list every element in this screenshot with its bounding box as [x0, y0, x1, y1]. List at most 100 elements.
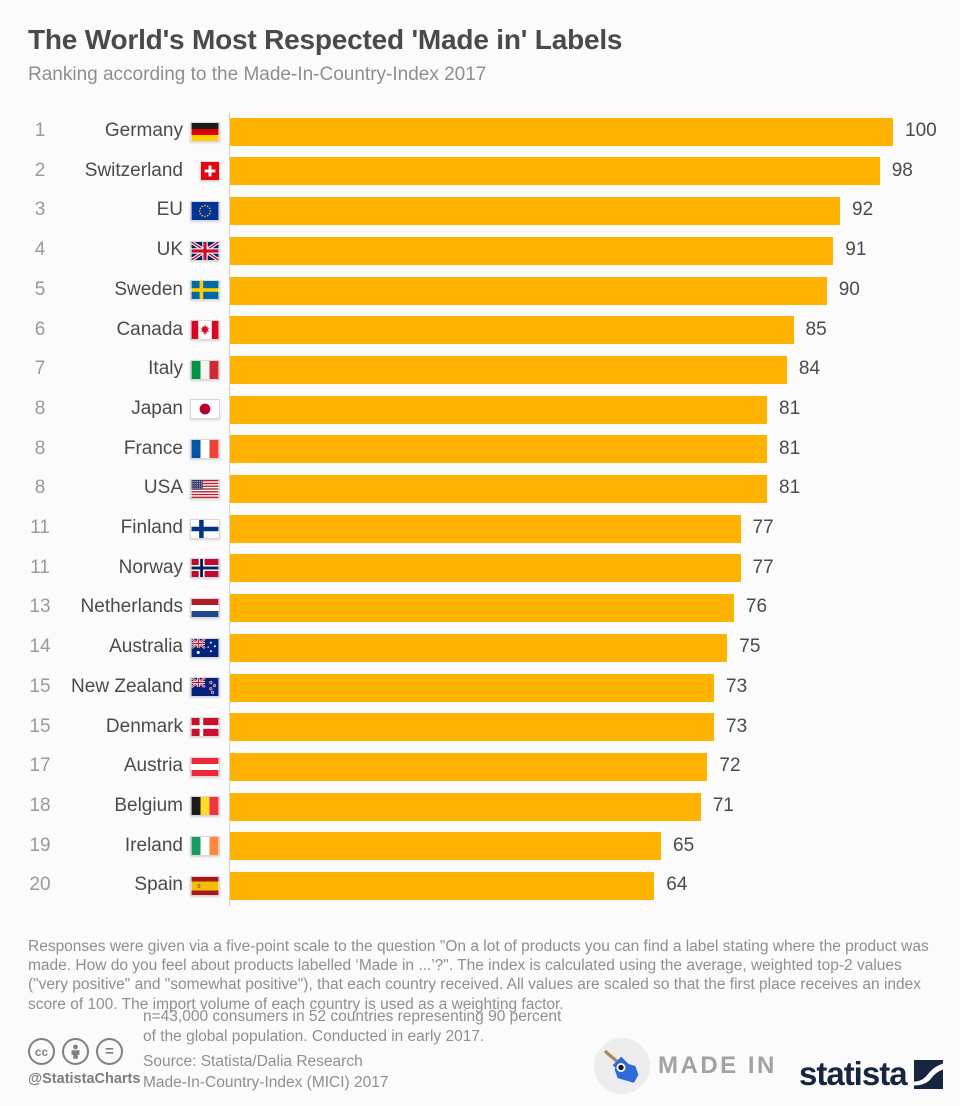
- chart-row: 13 Netherlands 76: [0, 588, 960, 628]
- country-label: Japan: [131, 397, 183, 419]
- rank-label: 17: [29, 755, 51, 777]
- value-bar: [230, 197, 840, 226]
- value-label: 81: [779, 437, 801, 459]
- flag-usa-icon: [190, 478, 220, 499]
- value-bar: [230, 514, 741, 543]
- flag-denmark-icon: [190, 717, 220, 737]
- flag-eu-icon: [190, 200, 220, 221]
- price-tag-icon: [594, 1038, 650, 1094]
- flag-belgium-icon: [190, 796, 220, 817]
- statista-swoosh-icon: [913, 1059, 943, 1089]
- value-bar: [230, 594, 734, 623]
- bar-chart: 1 Germany 100 2 Switzerland 98 3 EU 92 4…: [0, 112, 960, 906]
- rank-label: 11: [30, 517, 50, 538]
- chart-row: 5 Sweden 90: [0, 271, 960, 311]
- made-in-logo: MADE IN: [594, 1038, 777, 1094]
- country-label: Italy: [148, 358, 183, 380]
- value-bar: [230, 236, 834, 265]
- value-bar: [230, 554, 741, 583]
- value-label: 92: [852, 199, 874, 221]
- chart-row: 15 Denmark 73: [0, 708, 960, 748]
- country-label: Spain: [134, 874, 183, 896]
- flag-netherlands-icon: [190, 597, 220, 618]
- chart-row: 19 Ireland 65: [0, 827, 960, 867]
- flag-new-zealand-icon: [190, 677, 220, 698]
- value-label: 81: [779, 477, 801, 499]
- value-bar: [230, 276, 827, 305]
- country-label: Australia: [109, 636, 183, 658]
- flag-norway-icon: [190, 558, 220, 579]
- chart-row: 8 USA 81: [0, 469, 960, 509]
- rank-label: 2: [34, 159, 46, 181]
- value-label: 77: [752, 517, 774, 538]
- chart-row: 6 Canada 85: [0, 311, 960, 351]
- value-label: 85: [805, 318, 827, 340]
- cc-attribution-icon: [62, 1038, 89, 1065]
- statista-charts-handle: @StatistaCharts: [28, 1071, 141, 1087]
- rank-label: 13: [29, 596, 51, 618]
- value-label: 72: [719, 755, 741, 777]
- country-label: Austria: [123, 755, 183, 777]
- value-bar: [230, 395, 767, 424]
- flag-australia-icon: [190, 637, 220, 658]
- value-bar: [230, 872, 655, 901]
- country-label: Finland: [120, 517, 183, 538]
- rank-label: 11: [30, 556, 50, 578]
- statista-logo: statista: [799, 1055, 943, 1093]
- flag-ireland-icon: [190, 836, 220, 857]
- value-bar: [230, 475, 767, 504]
- country-label: Ireland: [124, 834, 183, 856]
- methodology-note: Responses were given via a five-point sc…: [28, 937, 929, 1013]
- chart-row: 14 Australia 75: [0, 628, 960, 668]
- rank-label: 6: [34, 318, 46, 340]
- flag-germany-icon: [190, 121, 220, 142]
- value-bar: [230, 832, 661, 861]
- flag-sweden-icon: [190, 280, 220, 301]
- value-label: 100: [905, 120, 937, 141]
- value-bar: [230, 713, 714, 742]
- value-label: 65: [673, 834, 695, 856]
- axis-line: [229, 112, 230, 906]
- rank-label: 15: [29, 675, 51, 697]
- value-label: 76: [745, 596, 768, 618]
- country-label: Germany: [104, 120, 183, 141]
- country-label: France: [123, 437, 183, 459]
- flag-switzerland-icon: [190, 161, 220, 182]
- sample-note: n=43,000 consumers in 52 countries repre…: [143, 1008, 562, 1045]
- rank-label: 14: [29, 636, 51, 658]
- rank-label: 5: [34, 278, 46, 300]
- chart-row: 2 Switzerland 98: [0, 152, 960, 192]
- rank-label: 7: [34, 358, 46, 380]
- value-bar: [230, 633, 728, 662]
- flag-austria-icon: [190, 756, 220, 777]
- made-in-label: MADE IN: [658, 1052, 777, 1079]
- chart-row: 8 Japan 81: [0, 390, 960, 430]
- chart-row: 11 Norway 77: [0, 549, 960, 589]
- country-label: Netherlands: [80, 596, 183, 618]
- page-subtitle: Ranking according to the Made-In-Country…: [28, 64, 487, 85]
- value-bar: [230, 792, 701, 821]
- country-label: Norway: [118, 556, 183, 578]
- country-label: Denmark: [105, 715, 183, 737]
- flag-finland-icon: [190, 518, 220, 539]
- chart-row: 4 UK 91: [0, 231, 960, 271]
- country-label: Sweden: [114, 278, 183, 300]
- page-title: The World's Most Respected 'Made in' Lab…: [28, 24, 623, 55]
- rank-label: 15: [29, 715, 51, 737]
- flag-uk-icon: [190, 240, 220, 261]
- chart-row: 20 Spain 64: [0, 866, 960, 906]
- flag-japan-icon: [190, 399, 220, 420]
- value-label: 75: [739, 636, 761, 658]
- chart-row: 17 Austria 72: [0, 747, 960, 787]
- rank-label: 19: [29, 834, 51, 856]
- rank-label: 4: [34, 239, 46, 261]
- country-label: UK: [156, 239, 183, 261]
- cc-icon: cc: [28, 1038, 55, 1065]
- rank-label: 3: [34, 199, 46, 221]
- chart-row: 18 Belgium 71: [0, 787, 960, 827]
- value-label: 77: [752, 556, 774, 578]
- value-label: 73: [726, 675, 748, 697]
- country-label: Belgium: [114, 794, 183, 816]
- value-label: 64: [666, 874, 688, 896]
- country-label: New Zealand: [71, 675, 183, 697]
